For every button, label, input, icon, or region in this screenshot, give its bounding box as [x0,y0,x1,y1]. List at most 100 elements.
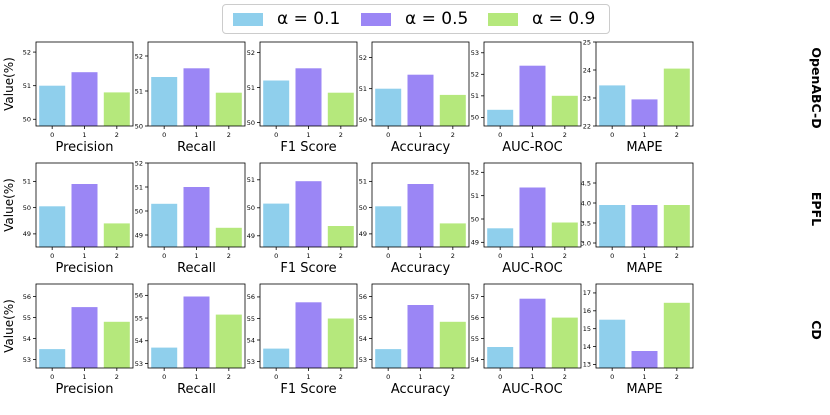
panel-epfl-auc-roc-ytick-label: 49 [471,239,479,247]
panel-openabc-d-f1-score-xtick-label: 2 [339,131,343,139]
panel-cd-recall-ytick-label: 54 [135,337,143,345]
panel-epfl-accuracy-bar-0 [375,206,402,247]
panel-openabc-d-recall-bar-1 [183,68,210,126]
panel-openabc-d-accuracy-xtick-label: 2 [451,131,455,139]
panel-epfl-f1-score-xtick-label: 2 [339,252,343,260]
panel-cd-mape-frame [595,283,694,369]
panel-openabc-d-precision-xtick-label: 0 [50,131,54,139]
legend-swatch-alpha-0.5 [361,12,391,26]
panel-openabc-d-accuracy-xtick-label: 1 [418,131,422,139]
panel-epfl-recall-metric-label: Recall [177,261,216,276]
panel-openabc-d-mape-bar-2 [663,68,690,126]
panel-cd-f1-score-bar-1 [295,302,322,368]
panel-epfl-precision-ytick-label: 50 [23,204,31,212]
panel-cd-accuracy-ytick-label: 56 [359,293,367,301]
panel-openabc-d-mape-xtick-label: 1 [642,131,646,139]
panel-cd-precision-frame [35,283,134,369]
panel-epfl-auc-roc-metric-label: AUC-ROC [502,261,563,276]
panel-epfl-f1-score-ytick-label: 49 [247,232,255,240]
panel-cd-mape-ytick-label: 16 [583,307,591,315]
panel-cd-mape-ytick-label: 14 [583,343,591,351]
panel-epfl-precision-frame [35,162,134,248]
panel-openabc-d-f1-score-ytick-label: 51 [247,84,255,92]
panel-cd-accuracy-xtick-label: 2 [451,373,455,381]
panel-epfl-precision-ytick-label: 51 [23,178,31,186]
panel-cd-accuracy-xtick-label: 0 [386,373,390,381]
panel-openabc-d-recall-xtick-label: 1 [194,131,198,139]
panel-openabc-d-mape-xtick-label: 0 [610,131,614,139]
panel-epfl-accuracy-ytick-label: 49 [359,230,367,238]
panel-epfl-auc-roc-bar-1 [519,187,546,247]
panel-openabc-d-auc-roc-ytick-label: 51 [471,92,479,100]
panel-openabc-d-recall-metric-label: Recall [177,140,216,155]
panel-epfl-f1-score-bar-1 [295,181,322,247]
panel-cd-precision-ytick-label: 55 [23,314,31,322]
panel-epfl-accuracy-xtick-label: 1 [418,252,422,260]
panel-openabc-d-accuracy-ytick-label: 50 [359,116,367,124]
panel-openabc-d-precision-bar-1 [71,72,98,126]
panel-openabc-d-accuracy-bar-1 [407,74,434,126]
legend-label: α = 0.5 [405,9,469,29]
panel-cd-recall-metric-label: Recall [177,382,216,397]
panel-cd-f1-score-ytick-label: 54 [247,336,255,344]
panel-epfl-recall-ytick-label: 49 [135,231,143,239]
panel-epfl-mape-ytick-label: 3.5 [581,219,591,227]
panel-openabc-d-f1-score-ytick-label: 52 [247,49,255,57]
panel-openabc-d-f1-score-xtick-label: 1 [306,131,310,139]
legend-label: α = 0.9 [532,9,596,29]
panel-openabc-d-accuracy-ytick-label: 51 [359,85,367,93]
panel-openabc-d-mape-bar-1 [631,99,658,126]
panel-openabc-d-recall-xtick-label: 2 [227,131,231,139]
panel-epfl-recall-xtick-label: 2 [227,252,231,260]
panel-openabc-d-f1-score-metric-label: F1 Score [280,140,336,155]
panel-openabc-d-mape-frame [595,41,694,127]
panel-cd-precision-metric-label: Precision [55,382,113,397]
panel-epfl-recall-xtick-label: 0 [162,252,166,260]
panel-epfl-auc-roc-ytick-label: 52 [471,169,479,177]
legend-swatch-alpha-0.1 [233,12,263,26]
panel-cd-mape-xtick-label: 0 [610,373,614,381]
panel-openabc-d-f1-score-frame [259,41,358,127]
panel-cd-auc-roc-bar-1 [519,298,546,368]
panel-openabc-d-auc-roc-xtick-label: 0 [498,131,502,139]
panel-openabc-d-mape-ytick-label: 23 [583,94,591,102]
panel-cd-auc-roc-ytick-label: 56 [471,314,479,322]
panel-openabc-d-recall-xtick-label: 0 [162,131,166,139]
panel-cd-recall-bar-0 [151,347,178,368]
legend-entry-alpha-0.9: α = 0.9 [488,5,595,33]
panel-epfl-precision-metric-label: Precision [55,261,113,276]
panel-cd-precision-bar-2 [103,321,130,368]
panel-cd-recall-ytick-label: 56 [135,292,143,300]
panel-epfl-f1-score-xtick-label: 0 [274,252,278,260]
panel-epfl-f1-score-ytick-label: 50 [247,204,255,212]
dataset-label-epfl: EPFL [809,192,824,226]
panel-openabc-d-auc-roc-bar-0 [487,109,514,126]
panel-cd-accuracy-xtick-label: 1 [418,373,422,381]
panel-cd-mape-xtick-label: 2 [675,373,679,381]
panel-epfl-mape-bar-2 [663,205,690,247]
panel-openabc-d-auc-roc-xtick-label: 1 [530,131,534,139]
panel-openabc-d-f1-score-ytick-label: 50 [247,119,255,127]
panel-cd-auc-roc-bar-2 [551,317,578,368]
panel-cd-mape-bar-0 [599,319,626,368]
legend-entry-alpha-0.1: α = 0.1 [233,5,340,33]
panel-epfl-recall-bar-2 [215,227,242,247]
panel-cd-recall-bar-2 [215,314,242,368]
panel-openabc-d-auc-roc-ytick-label: 53 [471,49,479,57]
panel-epfl-auc-roc-xtick-label: 1 [530,252,534,260]
panel-openabc-d-accuracy-bar-2 [439,94,466,126]
panel-cd-auc-roc-ytick-label: 54 [471,356,479,364]
panel-epfl-f1-score-bar-2 [327,226,354,247]
panel-epfl-auc-roc-frame [483,162,582,248]
panel-cd-auc-roc-xtick-label: 2 [563,373,567,381]
panel-epfl-accuracy-frame [371,162,470,248]
panel-cd-auc-roc-bar-0 [487,347,514,368]
panel-epfl-precision-bar-2 [103,223,130,247]
panel-openabc-d-precision-ytick-label: 52 [23,48,31,56]
panel-openabc-d-auc-roc-bar-1 [519,65,546,126]
panel-epfl-auc-roc-ytick-label: 51 [471,192,479,200]
panel-openabc-d-auc-roc-xtick-label: 2 [563,131,567,139]
panel-cd-precision-bar-1 [71,307,98,368]
panel-cd-f1-score-ytick-label: 55 [247,315,255,323]
panel-epfl-auc-roc-bar-2 [551,222,578,247]
